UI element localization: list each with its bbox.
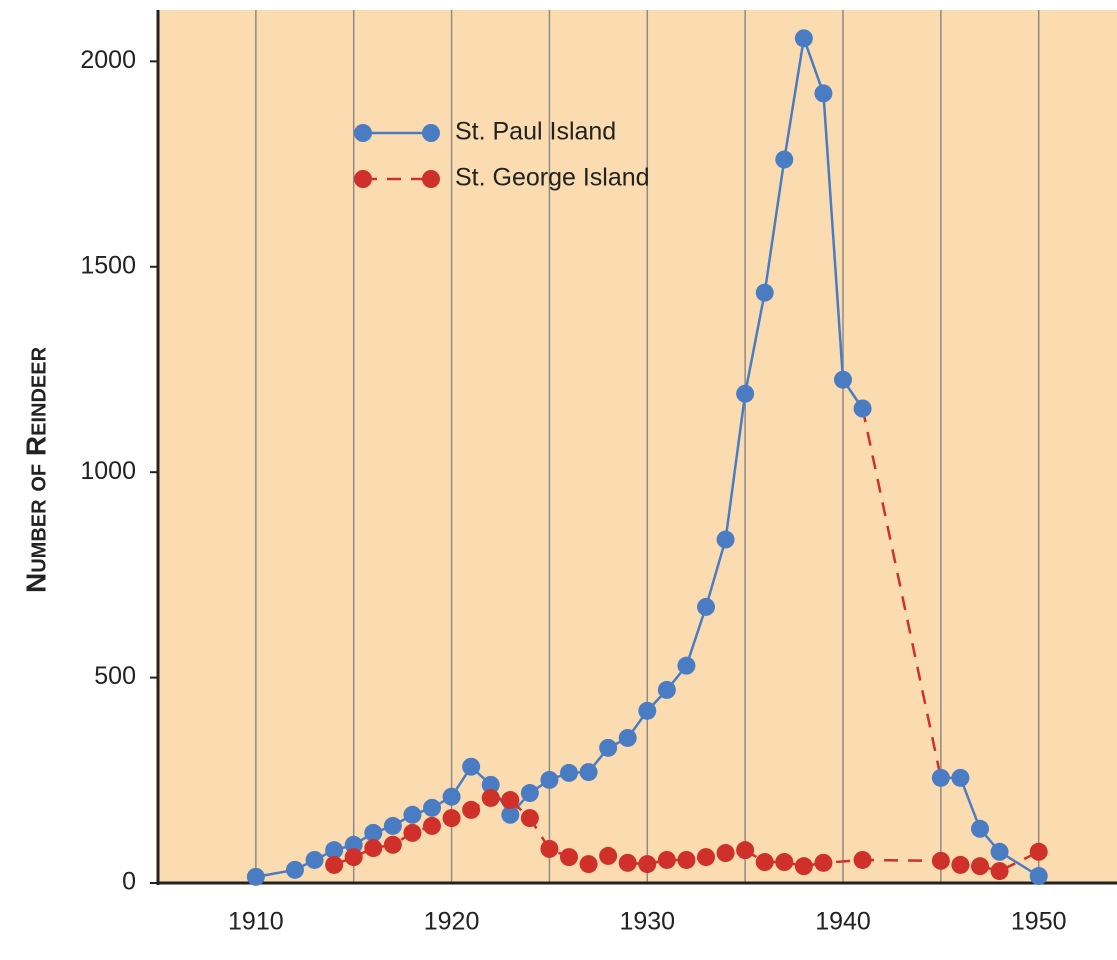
legend-marker [354,124,372,142]
data-point [971,857,989,876]
data-point [1029,842,1048,861]
data-point [579,855,598,874]
data-point [579,763,598,782]
gap-line [861,408,943,779]
x-tick-label: 1920 [424,908,480,936]
plot-background [158,10,1117,883]
legend-marker [422,124,440,142]
legend-label: St. Paul Island [455,118,616,146]
data-point [1029,867,1048,886]
data-point [677,656,696,675]
y-tick-label: 1000 [80,457,136,485]
data-point [383,835,402,854]
data-point [736,384,755,403]
data-point [403,823,422,842]
data-point [403,805,422,824]
data-point [814,853,833,872]
data-point [462,757,481,776]
data-point [638,701,657,720]
data-point [931,851,950,870]
y-tick-label: 0 [122,868,136,896]
x-tick-label: 1950 [1011,908,1067,936]
data-point [520,784,539,803]
data-point [853,850,872,869]
data-point [364,839,383,858]
data-point [423,798,441,817]
data-point [618,728,637,747]
data-point [325,855,344,874]
data-point [618,853,637,872]
data-point [540,770,559,789]
data-point [657,680,676,699]
x-tick-label: 1910 [228,908,284,936]
data-point [638,855,657,874]
data-point [931,768,950,787]
data-point [736,841,755,860]
data-point [344,848,363,867]
data-point [344,835,363,854]
legend-marker [354,170,372,188]
data-point [755,283,774,302]
y-tick-label: 1500 [80,251,136,279]
legend-marker [422,170,440,188]
data-point [990,862,1009,881]
data-point [775,853,794,872]
y-tick-label: 2000 [80,46,136,74]
data-point [481,788,500,807]
x-tick-label: 1940 [815,908,871,936]
data-point [716,844,735,863]
data-point [677,850,696,869]
data-point [971,819,989,838]
data-point [540,839,559,858]
data-point [501,805,520,824]
y-axis-label: Number of Reindeer [20,346,51,593]
data-point [794,857,813,876]
data-point [481,775,500,794]
data-point [423,816,441,835]
y-tick-label: 500 [94,662,136,690]
legend-label: St. George Island [455,164,650,192]
data-point [716,530,735,549]
data-point [697,848,715,867]
data-point [775,150,794,169]
data-point [951,768,970,787]
data-point [286,860,304,879]
data-point [462,800,481,819]
data-point [599,846,618,865]
data-point [442,787,461,806]
data-point [520,809,539,828]
data-point [794,29,813,48]
data-point [246,867,265,886]
data-point [755,853,774,872]
x-tick-label: 1930 [619,908,675,936]
data-point [442,809,461,828]
data-point [834,370,852,389]
data-point [657,850,676,869]
data-point [951,855,970,874]
data-point [364,823,383,842]
data-point [501,791,520,810]
data-point [697,597,715,616]
data-point [990,842,1009,861]
data-point [560,848,578,867]
data-point [305,850,324,869]
data-point [325,841,344,860]
data-point [383,816,402,835]
data-point [853,399,872,418]
data-point [560,763,578,782]
data-point [599,738,618,757]
data-point [814,84,833,103]
